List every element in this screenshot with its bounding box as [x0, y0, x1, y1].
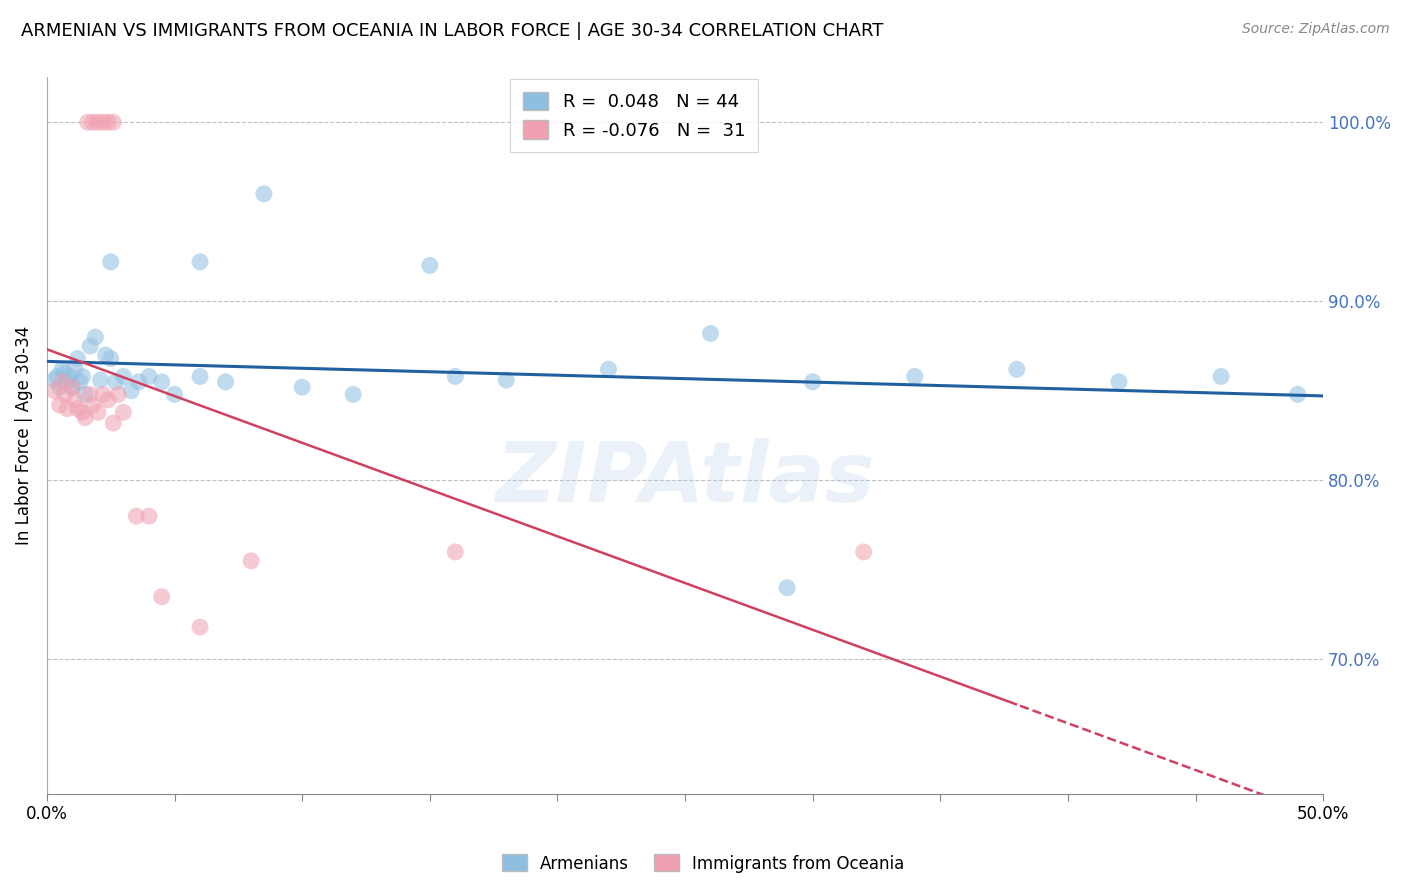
Point — [48, 398, 70, 412]
Point — [100, 351, 122, 366]
Legend: R =  0.048   N = 44, R = -0.076   N =  31: R = 0.048 N = 44, R = -0.076 N = 31 — [510, 79, 758, 153]
Point — [82, 398, 104, 412]
Point — [125, 509, 148, 524]
Point — [240, 554, 263, 568]
Point — [188, 620, 211, 634]
Point — [104, 375, 127, 389]
Point — [598, 362, 620, 376]
Point — [103, 416, 125, 430]
Point — [699, 326, 721, 341]
Point — [56, 401, 79, 416]
Point — [444, 369, 467, 384]
Point — [112, 405, 135, 419]
Point — [53, 387, 76, 401]
Point — [62, 380, 84, 394]
Point — [128, 375, 150, 389]
Point — [1209, 369, 1232, 384]
Point — [69, 375, 91, 389]
Point — [75, 410, 97, 425]
Point — [76, 115, 98, 129]
Point — [72, 369, 94, 384]
Point — [852, 545, 875, 559]
Point — [120, 384, 142, 398]
Point — [53, 366, 76, 380]
Point — [801, 375, 824, 389]
Point — [1108, 375, 1130, 389]
Point — [97, 392, 120, 407]
Point — [97, 115, 120, 129]
Point — [51, 362, 73, 376]
Text: ZIPAtlas: ZIPAtlas — [495, 438, 875, 519]
Point — [103, 115, 125, 129]
Point — [94, 348, 117, 362]
Point — [79, 387, 101, 401]
Point — [66, 401, 89, 416]
Point — [188, 369, 211, 384]
Point — [51, 375, 73, 389]
Point — [46, 369, 69, 384]
Point — [214, 375, 236, 389]
Point — [291, 380, 314, 394]
Point — [138, 509, 160, 524]
Point — [150, 590, 173, 604]
Point — [79, 339, 101, 353]
Point — [138, 369, 160, 384]
Point — [84, 330, 107, 344]
Point — [495, 373, 517, 387]
Point — [48, 380, 70, 394]
Point — [59, 369, 82, 384]
Y-axis label: In Labor Force | Age 30-34: In Labor Force | Age 30-34 — [15, 326, 32, 545]
Point — [91, 115, 114, 129]
Point — [82, 115, 104, 129]
Point — [72, 405, 94, 419]
Text: ARMENIAN VS IMMIGRANTS FROM OCEANIA IN LABOR FORCE | AGE 30-34 CORRELATION CHART: ARMENIAN VS IMMIGRANTS FROM OCEANIA IN L… — [21, 22, 883, 40]
Point — [776, 581, 799, 595]
Point — [1286, 387, 1309, 401]
Point — [44, 384, 66, 398]
Point — [100, 255, 122, 269]
Point — [419, 259, 441, 273]
Legend: Armenians, Immigrants from Oceania: Armenians, Immigrants from Oceania — [495, 847, 911, 880]
Point — [150, 375, 173, 389]
Point — [188, 255, 211, 269]
Point — [342, 387, 364, 401]
Point — [66, 351, 89, 366]
Point — [56, 375, 79, 389]
Point — [444, 545, 467, 559]
Point — [112, 369, 135, 384]
Point — [63, 362, 86, 376]
Point — [89, 373, 111, 387]
Point — [1005, 362, 1028, 376]
Point — [253, 186, 276, 201]
Point — [87, 405, 110, 419]
Point — [44, 373, 66, 387]
Point — [62, 380, 84, 394]
Point — [107, 387, 129, 401]
Point — [904, 369, 927, 384]
Point — [75, 387, 97, 401]
Text: Source: ZipAtlas.com: Source: ZipAtlas.com — [1241, 22, 1389, 37]
Point — [63, 392, 86, 407]
Point — [163, 387, 186, 401]
Point — [87, 115, 110, 129]
Point — [91, 387, 114, 401]
